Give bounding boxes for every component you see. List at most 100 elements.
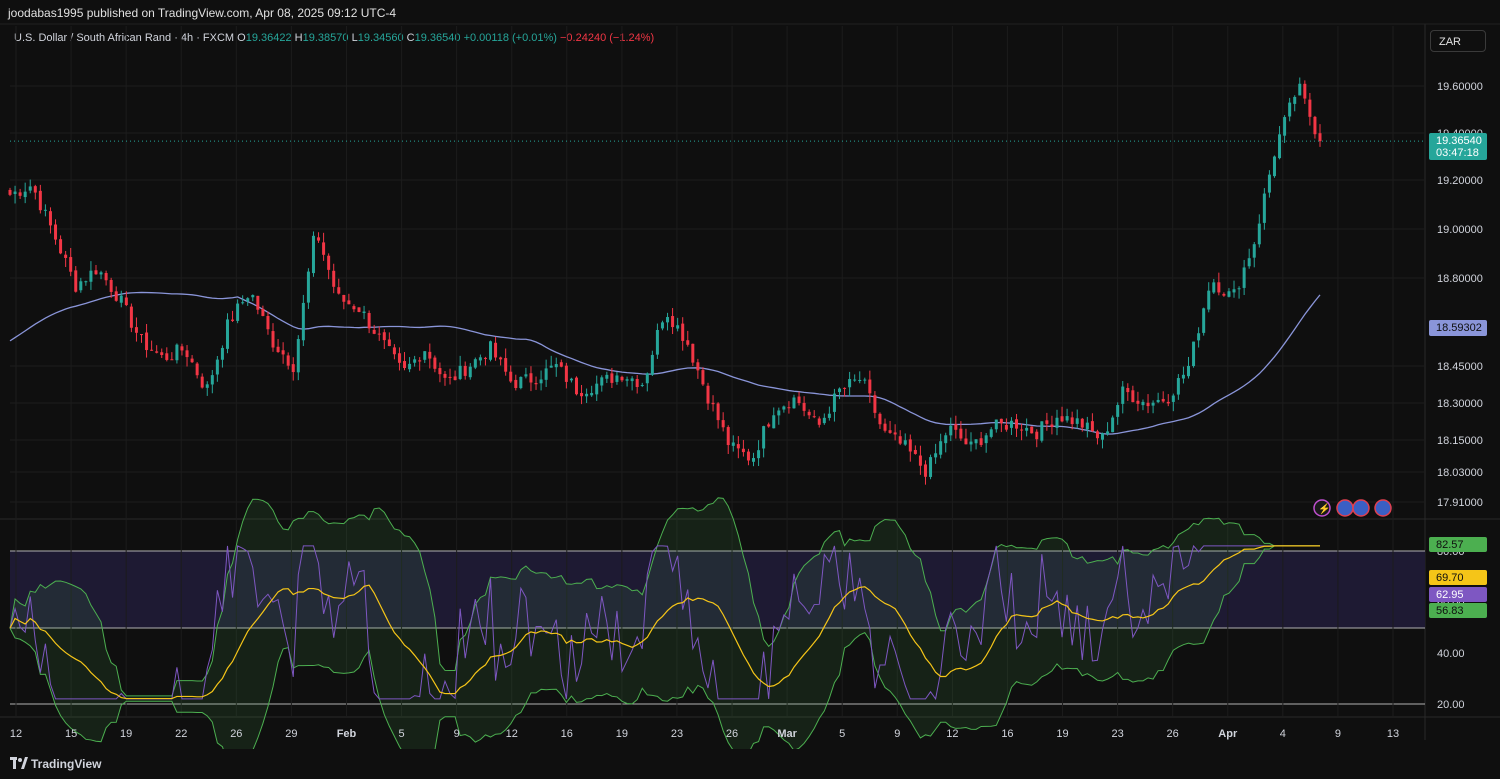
candle-body: [413, 359, 417, 363]
candle-body: [549, 365, 553, 368]
candle-body: [468, 366, 472, 378]
symbol-legend: U.S. Dollar / South African Rand · 4h · …: [14, 32, 654, 44]
candle-body: [1035, 431, 1039, 440]
candle-body: [681, 323, 685, 341]
candle-body: [362, 311, 366, 314]
x-tick-label: 26: [230, 728, 242, 740]
candle-body: [150, 349, 154, 351]
candle-body: [190, 358, 194, 363]
x-tick-label: 9: [894, 728, 900, 740]
symbol-name[interactable]: U.S. Dollar / South African Rand · 4h · …: [14, 32, 235, 44]
candle-body: [1111, 417, 1115, 433]
x-tick-label: 12: [506, 728, 518, 740]
candle-body: [458, 365, 462, 379]
candle-body: [170, 359, 174, 361]
candle-body: [529, 373, 533, 383]
candle-body: [489, 341, 493, 360]
candle-body: [1212, 282, 1216, 293]
candle-body: [1065, 416, 1069, 421]
candle-body: [1116, 405, 1120, 417]
candle-body: [752, 458, 756, 462]
candle-body: [104, 273, 108, 281]
lightning-glyph: ⚡: [1318, 502, 1330, 515]
x-tick-label: 4: [1280, 728, 1286, 740]
candle-body: [944, 435, 948, 444]
candle-body: [984, 435, 988, 444]
candle-body: [428, 351, 432, 359]
price-tick-label: 18.30000: [1437, 398, 1483, 410]
candle-body: [1278, 134, 1282, 159]
candle-body: [1237, 288, 1241, 290]
candle-body: [241, 302, 245, 304]
candle-body: [175, 344, 179, 361]
candle-body: [1171, 395, 1175, 402]
candle-body: [119, 295, 123, 303]
candle-body: [1131, 390, 1135, 403]
candle-body: [1176, 378, 1180, 395]
candle-body: [559, 362, 563, 367]
tradingview-brand[interactable]: TradingView: [31, 757, 102, 771]
candle-body: [1232, 289, 1236, 293]
candle-body: [974, 439, 978, 444]
candle-body: [1045, 420, 1049, 424]
candle-body: [878, 413, 882, 425]
candle-body: [1146, 402, 1150, 407]
candle-body: [483, 357, 487, 359]
candle-body: [1075, 418, 1079, 424]
candle-body: [231, 319, 235, 321]
candle-body: [979, 438, 983, 445]
event-icons[interactable]: ⚡: [1313, 499, 1392, 517]
candle-body: [160, 352, 164, 355]
rsi-ma-line: [9, 545, 1320, 700]
us-flag-icon[interactable]: [1374, 499, 1392, 517]
rsi-line: [9, 544, 1320, 701]
candle-body: [1283, 117, 1287, 136]
lightning-icon[interactable]: [1313, 499, 1331, 517]
candle-body: [165, 353, 169, 360]
candle-body: [807, 411, 811, 416]
x-tick-label: 22: [175, 728, 187, 740]
candle-body: [357, 307, 361, 312]
candle-body: [620, 376, 624, 381]
candle-body: [246, 298, 250, 302]
price-tick-label: 18.45000: [1437, 361, 1483, 373]
publish-info: joodabas1995 published on TradingView.co…: [8, 6, 397, 20]
candle-body: [989, 429, 993, 437]
x-tick-label: Mar: [777, 728, 797, 740]
candle-body: [1293, 96, 1297, 104]
candle-body: [903, 440, 907, 445]
rsi-upper-band: [9, 497, 1320, 697]
candle-body: [392, 347, 396, 355]
candle-body: [210, 375, 214, 385]
candle-body: [286, 355, 290, 366]
low-value: 19.34560: [357, 32, 404, 44]
x-tick-label: 16: [561, 728, 573, 740]
candle-body: [195, 363, 199, 376]
candle-body: [1166, 401, 1170, 404]
candle-body: [969, 441, 973, 445]
candle-body: [994, 419, 998, 430]
candle-body: [1303, 83, 1307, 99]
candle-body: [418, 360, 422, 362]
rsi-lower-tag: 56.83: [1429, 603, 1487, 618]
candle-body: [463, 365, 467, 376]
us-flag-icon[interactable]: [1336, 499, 1354, 517]
candle-body: [1197, 333, 1201, 341]
candle-body: [868, 379, 872, 394]
candle-body: [205, 384, 209, 388]
candle-body: [772, 415, 776, 429]
candle-body: [322, 242, 326, 255]
candle-body: [301, 302, 305, 341]
candle-body: [134, 327, 138, 333]
candle-body: [494, 342, 498, 358]
candle-body: [580, 392, 584, 397]
footer-bar: TradingView: [0, 749, 1500, 779]
candle-body: [802, 402, 806, 411]
chart-canvas[interactable]: 12 15 19 22 26 29 Feb 5 9 12 16 19 23 26 Mar 5 9 12 16 19 23…: [0, 0, 1500, 749]
candle-body: [1247, 258, 1251, 267]
candle-body: [625, 379, 629, 381]
currency-button[interactable]: ZAR: [1430, 30, 1486, 52]
candle-body: [767, 424, 771, 427]
us-flag-icon[interactable]: [1352, 499, 1370, 517]
candle-body: [736, 444, 740, 449]
